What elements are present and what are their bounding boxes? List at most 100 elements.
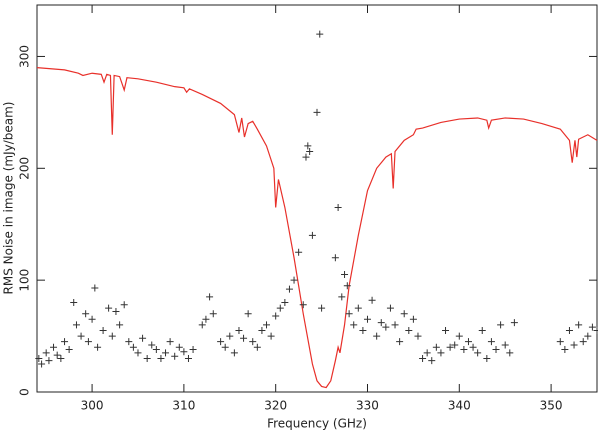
point bbox=[338, 293, 346, 301]
point bbox=[487, 338, 495, 346]
point bbox=[377, 319, 385, 327]
point bbox=[230, 349, 238, 357]
point bbox=[299, 301, 307, 309]
point bbox=[474, 349, 482, 357]
point bbox=[405, 326, 413, 334]
point bbox=[50, 343, 58, 351]
point bbox=[579, 338, 587, 346]
point bbox=[209, 310, 217, 318]
x-tick-label: 300 bbox=[81, 399, 104, 413]
point bbox=[304, 142, 312, 150]
x-tick-label: 320 bbox=[264, 399, 287, 413]
point bbox=[206, 293, 214, 301]
point bbox=[139, 334, 147, 342]
point bbox=[350, 321, 358, 329]
point bbox=[386, 304, 394, 312]
point bbox=[497, 321, 505, 329]
y-axis-label: RMS Noise in image (mJy/beam) bbox=[2, 102, 16, 295]
point bbox=[263, 321, 271, 329]
point bbox=[235, 326, 243, 334]
point bbox=[483, 354, 491, 362]
point bbox=[455, 332, 463, 340]
point bbox=[593, 326, 598, 334]
point bbox=[116, 321, 124, 329]
point bbox=[189, 345, 197, 353]
point bbox=[492, 345, 500, 353]
point bbox=[276, 304, 284, 312]
point bbox=[221, 343, 229, 351]
point bbox=[391, 321, 399, 329]
point bbox=[198, 321, 206, 329]
point bbox=[442, 326, 450, 334]
point bbox=[129, 343, 137, 351]
point bbox=[359, 326, 367, 334]
point bbox=[94, 343, 102, 351]
point bbox=[35, 354, 43, 362]
point bbox=[561, 345, 569, 353]
point bbox=[556, 338, 564, 346]
y-tick-label: 100 bbox=[18, 269, 32, 292]
x-tick-label: 310 bbox=[172, 399, 195, 413]
point bbox=[148, 341, 156, 349]
point bbox=[451, 341, 459, 349]
x-tick-label: 350 bbox=[540, 399, 563, 413]
point bbox=[217, 338, 225, 346]
point bbox=[588, 323, 596, 331]
point bbox=[258, 326, 266, 334]
point bbox=[285, 285, 293, 293]
x-tick-label: 330 bbox=[356, 399, 379, 413]
point bbox=[267, 332, 275, 340]
y-tick-label: 300 bbox=[18, 45, 32, 68]
point bbox=[157, 354, 165, 362]
point bbox=[302, 153, 310, 161]
point bbox=[423, 349, 431, 357]
point bbox=[166, 338, 174, 346]
point bbox=[57, 354, 65, 362]
point bbox=[70, 299, 78, 307]
point bbox=[318, 304, 326, 312]
point bbox=[409, 315, 417, 323]
point bbox=[343, 282, 351, 290]
y-tick-label: 0 bbox=[18, 388, 32, 396]
point bbox=[396, 338, 404, 346]
point bbox=[306, 148, 314, 156]
point bbox=[53, 351, 61, 359]
x-tick-label: 340 bbox=[448, 399, 471, 413]
point bbox=[91, 284, 99, 292]
point bbox=[437, 349, 445, 357]
point bbox=[152, 345, 160, 353]
y-tick-label: 200 bbox=[18, 157, 32, 180]
point bbox=[334, 203, 342, 211]
point bbox=[331, 254, 339, 262]
point bbox=[184, 354, 192, 362]
point bbox=[341, 271, 349, 279]
point bbox=[72, 321, 80, 329]
point bbox=[65, 345, 73, 353]
plot-frame bbox=[36, 4, 598, 393]
point bbox=[295, 248, 303, 256]
point bbox=[501, 341, 509, 349]
point bbox=[373, 332, 381, 340]
point bbox=[290, 276, 298, 284]
point bbox=[226, 332, 234, 340]
point bbox=[175, 343, 183, 351]
point bbox=[464, 338, 472, 346]
point bbox=[120, 301, 128, 309]
point bbox=[88, 315, 96, 323]
point bbox=[510, 319, 518, 327]
point bbox=[108, 332, 116, 340]
point bbox=[316, 30, 324, 38]
point bbox=[143, 354, 151, 362]
point bbox=[162, 349, 170, 357]
point bbox=[45, 357, 53, 365]
point bbox=[272, 312, 280, 320]
point bbox=[419, 354, 427, 362]
point bbox=[354, 304, 362, 312]
point bbox=[42, 349, 50, 357]
point bbox=[105, 304, 113, 312]
point bbox=[368, 296, 376, 304]
point bbox=[240, 334, 248, 342]
point bbox=[570, 341, 578, 349]
point bbox=[171, 352, 179, 360]
point bbox=[478, 326, 486, 334]
